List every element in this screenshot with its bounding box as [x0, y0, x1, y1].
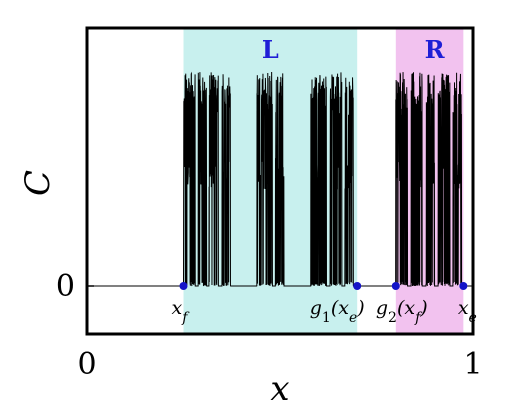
series-path [87, 71, 473, 287]
marker-point [353, 282, 362, 290]
series-line [87, 71, 473, 287]
x-axis-title: x [270, 369, 289, 409]
marker-point [459, 282, 468, 290]
axis-ticks: 0 1 0 [56, 269, 483, 382]
marker-label: xf [172, 297, 191, 326]
plot-frame [85, 26, 475, 336]
x-tick-label: 1 [463, 347, 482, 382]
region-label-R: R [425, 35, 446, 64]
marker-label: g1(xe) [310, 297, 365, 326]
y-axis-title: C [18, 170, 58, 196]
marker-point [391, 282, 400, 290]
marker-label: g2(xf) [376, 297, 428, 326]
markers: xf g1(xe) g2(xf) xe [172, 282, 477, 326]
marker-point [179, 282, 188, 290]
region-label-L: L [262, 35, 279, 64]
x-tick-label: 0 [77, 347, 96, 382]
y-tick-label: 0 [56, 269, 75, 304]
marker-label: xe [458, 297, 477, 326]
